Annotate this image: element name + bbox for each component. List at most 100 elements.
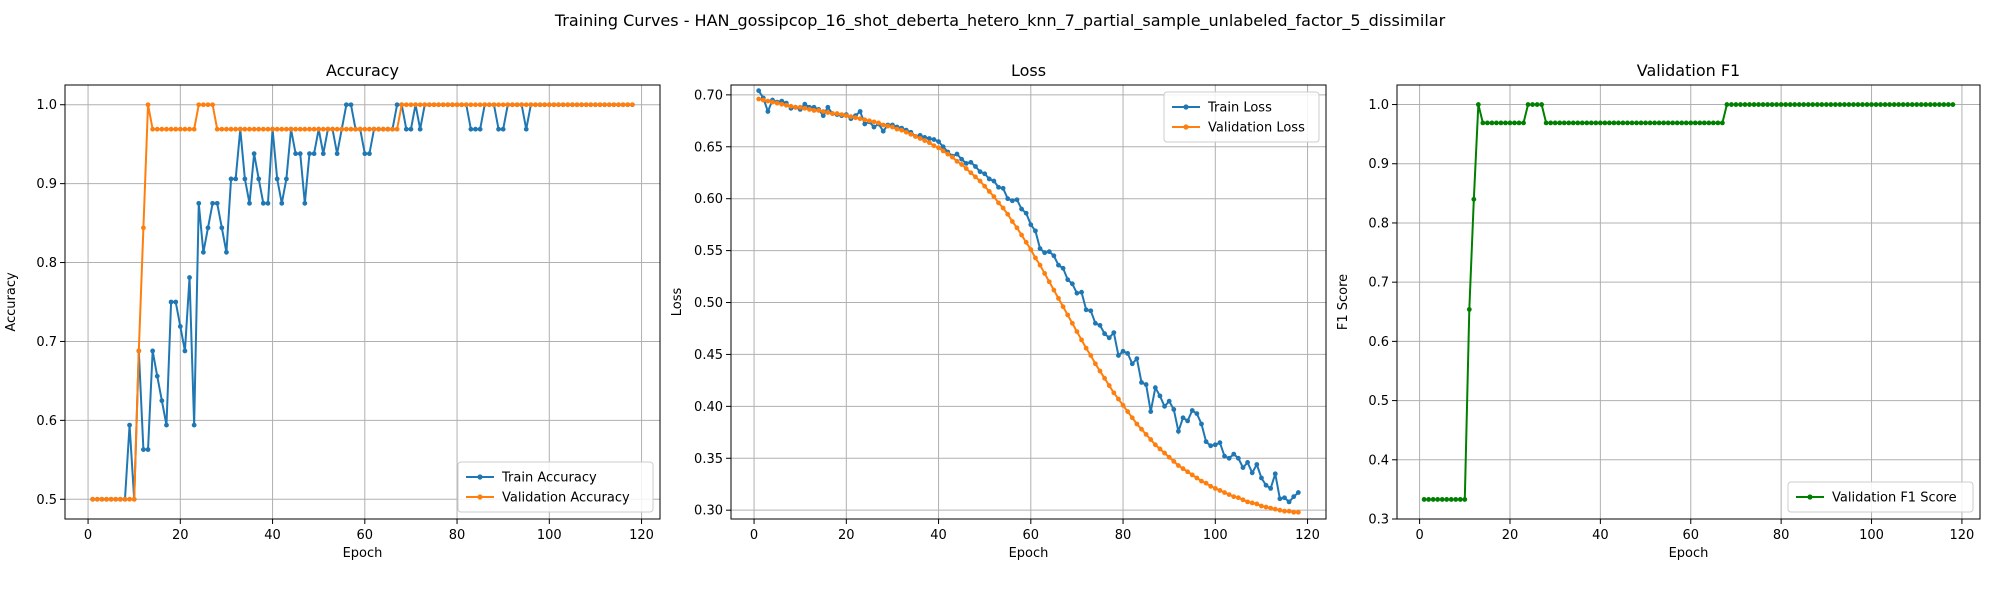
- data-point: [802, 105, 808, 111]
- data-point: [297, 151, 303, 157]
- data-point: [1097, 368, 1103, 374]
- data-point: [1286, 499, 1292, 505]
- data-point: [857, 116, 863, 122]
- data-point: [334, 151, 340, 157]
- data-point: [1268, 485, 1274, 491]
- x-tick-label: 60: [1023, 528, 1040, 543]
- y-tick-label: 0.8: [36, 256, 57, 271]
- data-point: [1643, 120, 1648, 126]
- y-tick-label: 0.5: [36, 493, 57, 508]
- data-point: [1176, 428, 1181, 434]
- data-point: [811, 108, 817, 113]
- legend-swatch-marker: [477, 474, 483, 480]
- x-tick-label: 120: [1295, 528, 1320, 543]
- y-tick-label: 1.0: [36, 98, 57, 113]
- data-point: [1171, 407, 1177, 412]
- data-point: [367, 151, 372, 157]
- y-tick-label: 0.45: [694, 348, 723, 363]
- data-point: [1097, 322, 1103, 328]
- data-point: [991, 194, 997, 200]
- data-point: [922, 138, 928, 143]
- data-point: [1733, 102, 1739, 107]
- data-point: [1291, 494, 1297, 500]
- data-point: [177, 324, 183, 329]
- data-point: [528, 102, 534, 108]
- data-point: [1277, 507, 1283, 513]
- x-tick-label: 20: [1502, 528, 1519, 543]
- data-point: [228, 176, 234, 182]
- x-tick-label: 120: [1950, 528, 1975, 543]
- data-point: [1760, 102, 1766, 107]
- data-point: [760, 97, 766, 103]
- data-point: [1023, 210, 1029, 216]
- data-point: [1439, 497, 1445, 502]
- data-point: [765, 109, 771, 114]
- data-point: [1014, 225, 1020, 231]
- data-point: [247, 200, 252, 206]
- data-point: [1837, 102, 1843, 107]
- data-point: [756, 88, 762, 94]
- data-point: [1231, 451, 1237, 457]
- data-point: [1074, 329, 1080, 334]
- x-axis-label: Epoch: [1669, 546, 1709, 561]
- data-point: [191, 126, 197, 132]
- data-point: [1106, 383, 1112, 388]
- data-point: [237, 126, 243, 132]
- data-point: [1756, 102, 1761, 107]
- data-point: [274, 176, 280, 182]
- data-point: [756, 96, 762, 102]
- data-point: [848, 114, 854, 120]
- data-point: [339, 126, 345, 132]
- legend: Train Accuracy Validation Accuracy: [457, 461, 654, 513]
- data-point: [145, 102, 151, 108]
- data-point: [1570, 120, 1576, 126]
- data-point: [1046, 249, 1052, 255]
- data-point: [1162, 450, 1167, 456]
- data-point: [1932, 102, 1938, 107]
- legend-box: [457, 461, 654, 513]
- data-point: [1231, 494, 1237, 500]
- x-tick-label: 0: [84, 528, 92, 543]
- data-point: [1941, 102, 1947, 107]
- data-point: [1588, 120, 1594, 126]
- legend-label: Validation Accuracy: [502, 491, 630, 506]
- data-point: [890, 124, 895, 130]
- data-point: [1950, 102, 1956, 107]
- data-point: [1792, 102, 1798, 107]
- data-point: [1742, 102, 1748, 107]
- data-point: [164, 126, 169, 132]
- data-point: [1028, 222, 1034, 228]
- data-point: [200, 249, 206, 255]
- data-point: [1033, 228, 1038, 234]
- data-point: [496, 102, 501, 108]
- data-point: [1801, 102, 1807, 107]
- data-point: [1706, 120, 1712, 126]
- data-point: [537, 102, 543, 108]
- x-tick-label: 40: [1592, 528, 1609, 543]
- data-point: [1208, 483, 1214, 489]
- data-point: [862, 121, 868, 127]
- data-point: [1088, 353, 1094, 358]
- data-point: [353, 126, 358, 132]
- data-point: [1120, 348, 1126, 354]
- data-point: [899, 127, 905, 133]
- data-point: [1005, 211, 1011, 217]
- data-point: [1539, 102, 1545, 107]
- data-point: [141, 225, 146, 231]
- data-point: [1927, 102, 1933, 107]
- data-point: [90, 496, 96, 502]
- data-point: [233, 126, 239, 132]
- data-point: [1783, 102, 1789, 107]
- data-point: [1194, 411, 1200, 417]
- data-point: [1480, 120, 1486, 126]
- data-point: [1125, 350, 1131, 356]
- data-point: [834, 111, 840, 116]
- x-tick-label: 40: [264, 528, 281, 543]
- y-axis-label: Loss: [670, 288, 685, 317]
- data-point: [1074, 290, 1080, 296]
- data-point: [1548, 120, 1554, 126]
- data-point: [1056, 295, 1061, 301]
- data-point: [1249, 470, 1255, 476]
- data-point: [459, 102, 465, 108]
- data-point: [1887, 102, 1893, 107]
